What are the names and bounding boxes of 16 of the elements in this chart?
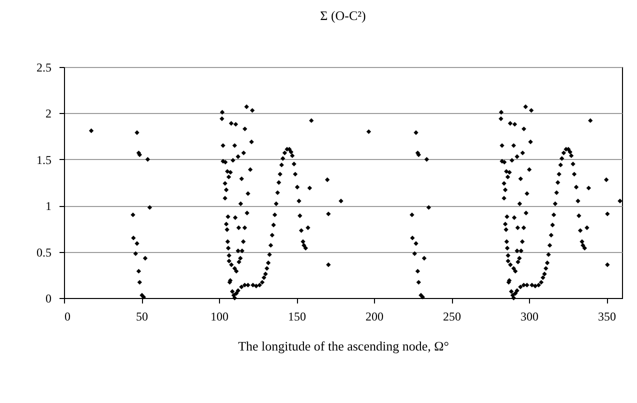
- x-tick-label: 50: [136, 310, 148, 324]
- y-tick-label: 2.5: [36, 60, 52, 74]
- x-tick-label: 0: [64, 310, 70, 324]
- y-tick-label: 0: [46, 292, 52, 306]
- y-tick-label: 0.5: [36, 245, 52, 260]
- x-tick-label: 250: [443, 310, 461, 324]
- x-tick-label: 300: [520, 310, 538, 324]
- x-tick-label: 200: [366, 310, 384, 324]
- x-tick-label: 100: [210, 310, 228, 324]
- x-tick-label: 150: [288, 310, 306, 324]
- y-tick-label: 1.5: [36, 152, 52, 167]
- x-tick-label: 350: [598, 310, 616, 324]
- x-axis-title: The longitude of the ascending node, Ω°: [238, 338, 449, 354]
- chart-title: Σ (O-C²): [320, 8, 366, 23]
- y-tick-label: 1: [46, 199, 52, 214]
- y-tick-label: 2: [46, 106, 52, 121]
